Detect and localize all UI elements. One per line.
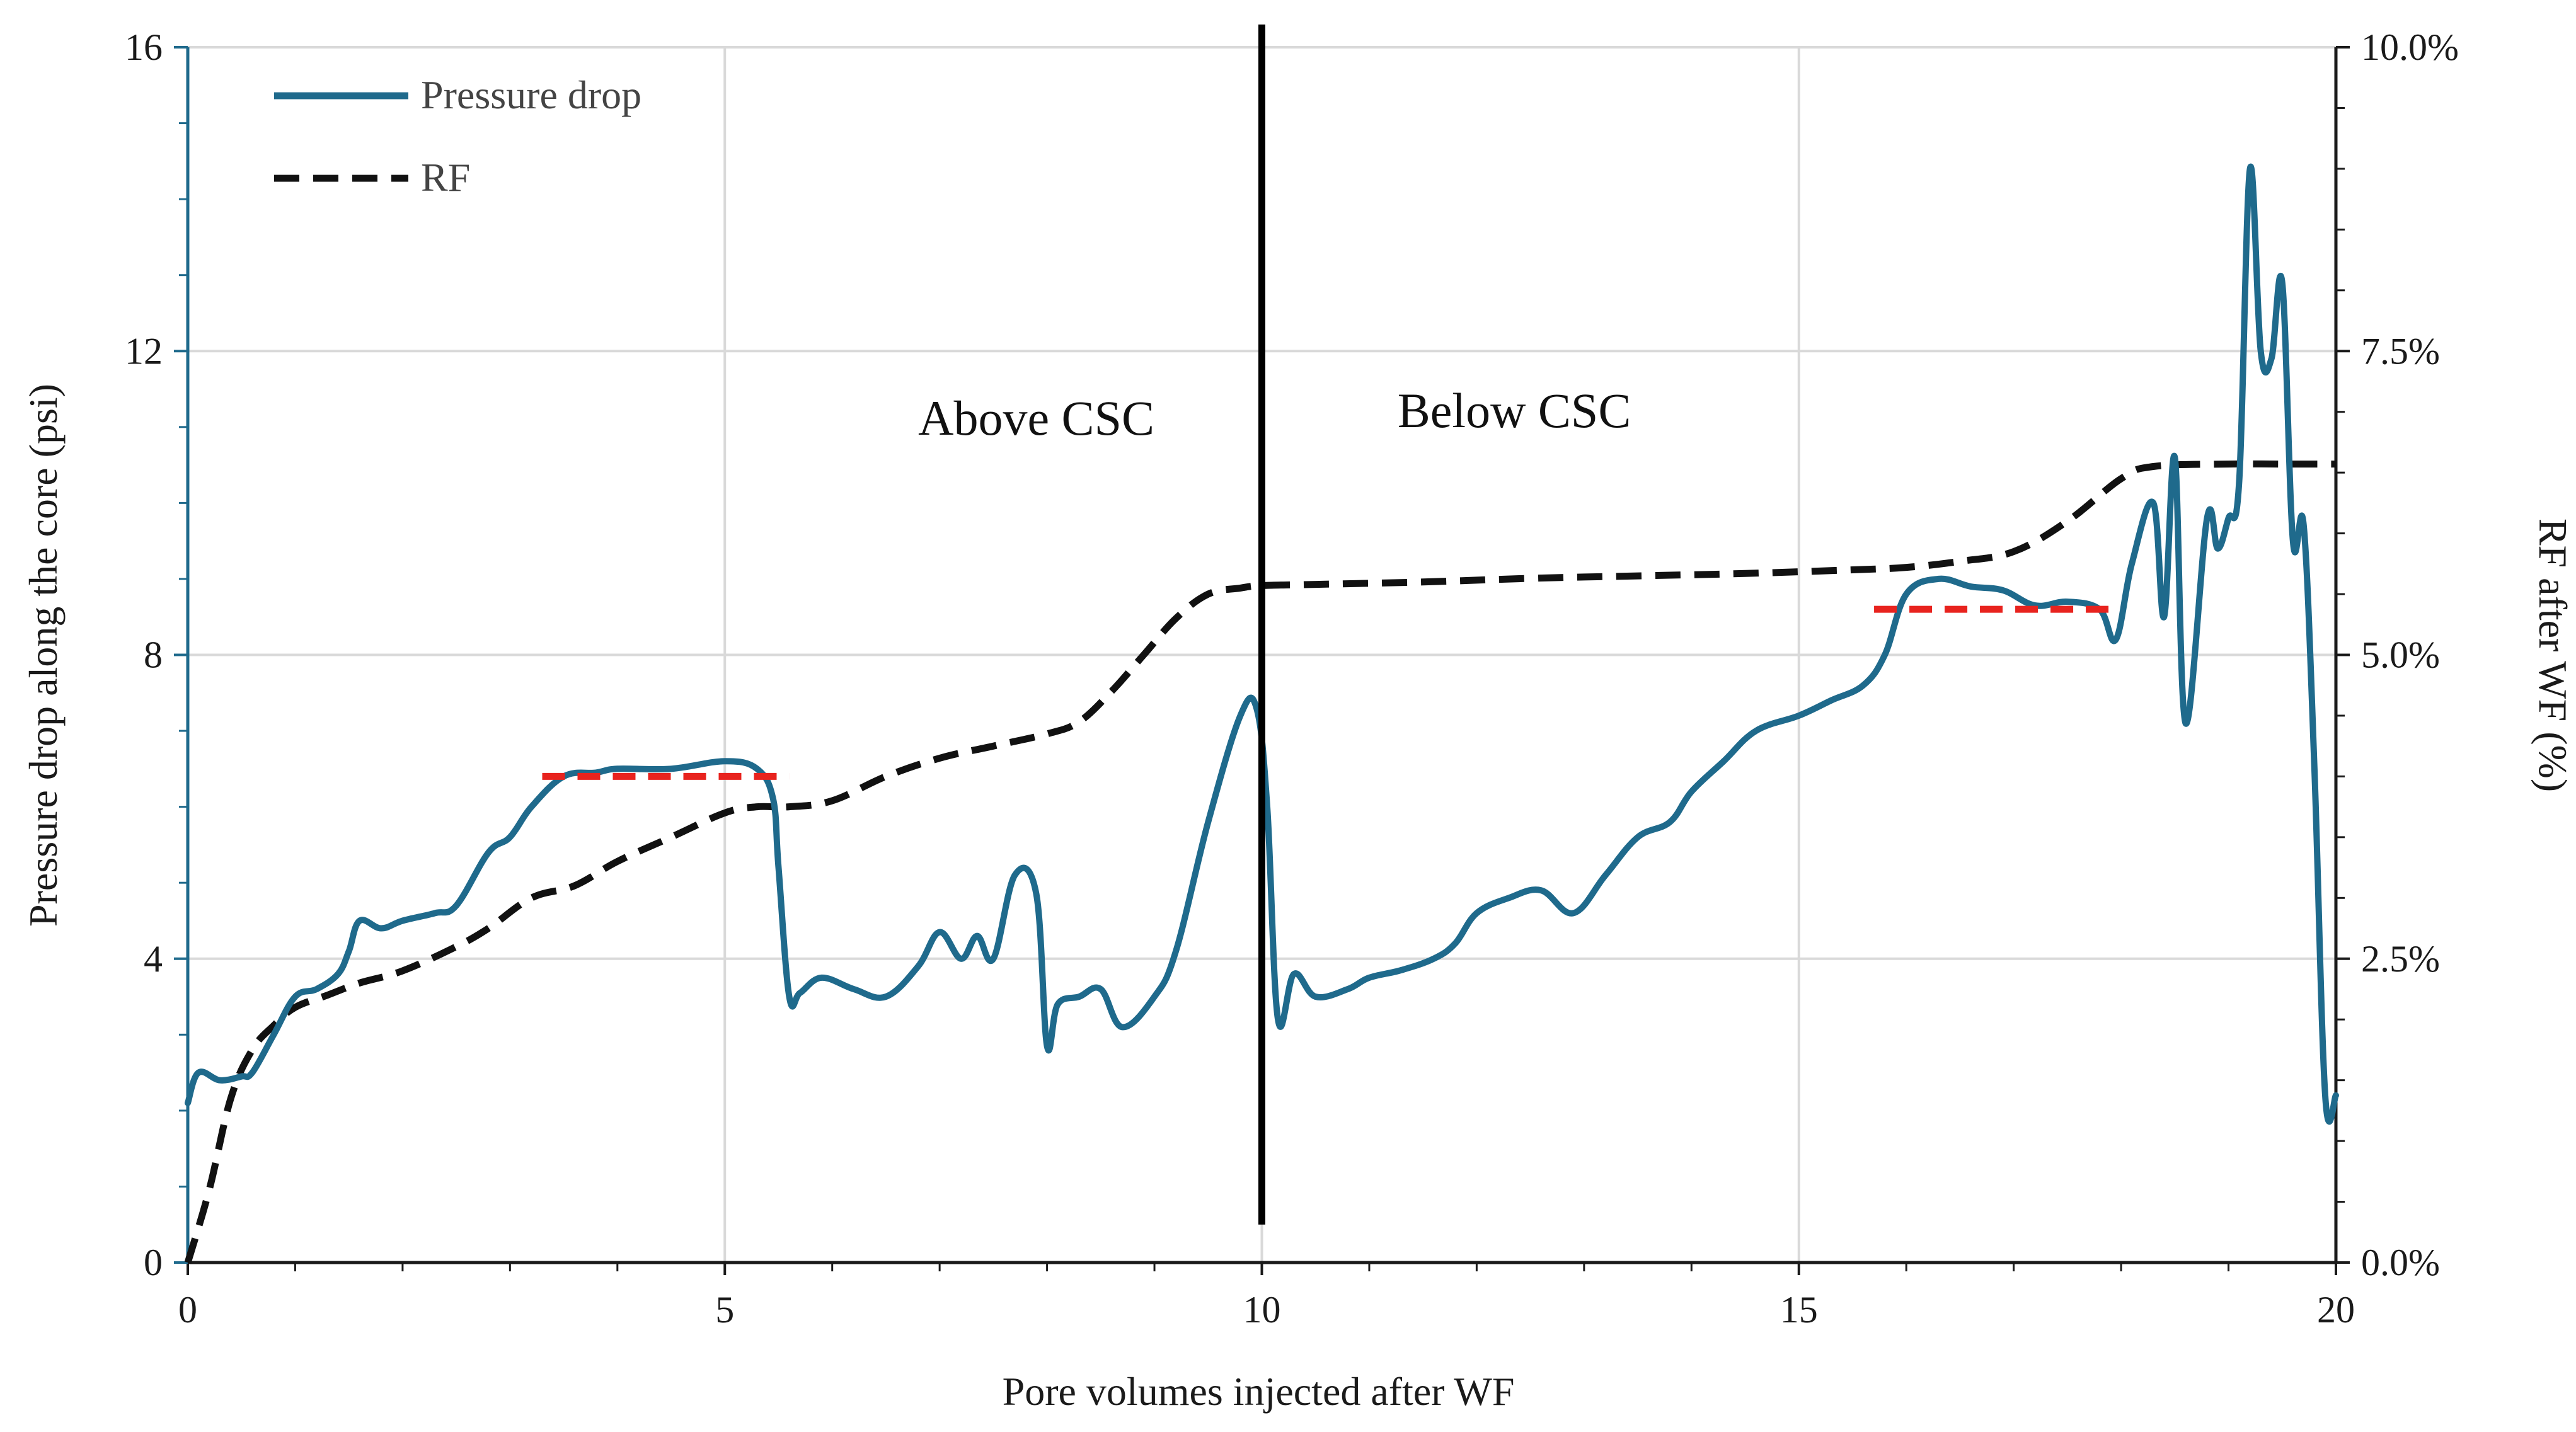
tick-labels: 0 5 10 15 20 0 4 8 12 16 0.0% 2.5% 5.0% 7.5% 10.0% [125, 26, 2459, 1331]
right-y-tick-label: 7.5% [2361, 330, 2440, 372]
series-layer [184, 163, 2339, 1264]
left-y-tick-label: 16 [125, 26, 163, 68]
x-tick-label: 5 [715, 1289, 734, 1331]
left-y-tick-label: 4 [144, 938, 163, 980]
x-tick-label: 20 [2317, 1289, 2355, 1331]
left-y-axis-title: Pressure drop along the core (psi) [21, 384, 66, 927]
right-y-tick-label: 2.5% [2361, 938, 2440, 980]
legend: Pressure drop RF [274, 72, 641, 200]
left-y-tick-label: 0 [144, 1242, 163, 1283]
x-tick-label: 15 [1780, 1289, 1818, 1331]
rf-series-line [184, 460, 2336, 1264]
left-y-tick-label: 8 [144, 634, 163, 676]
left-y-tick-label: 12 [125, 330, 163, 372]
right-y-tick-label: 5.0% [2361, 634, 2440, 676]
plateau-markers [542, 605, 2122, 780]
pressure-drop-series-line [185, 163, 2339, 1125]
right-y-tick-label: 0.0% [2361, 1242, 2440, 1283]
right-y-axis-title: RF after WF (%) [2531, 518, 2575, 792]
legend-pressure-drop-label: Pressure drop [421, 72, 641, 117]
x-axis-title: Pore volumes injected after WF [1003, 1369, 1515, 1414]
x-tick-label: 10 [1243, 1289, 1281, 1331]
x-tick-label: 0 [178, 1289, 197, 1331]
annotation-below-csc: Below CSC [1398, 383, 1631, 438]
legend-rf-label: RF [421, 155, 470, 200]
annotation-above-csc: Above CSC [918, 391, 1154, 445]
right-y-tick-label: 10.0% [2361, 26, 2459, 68]
